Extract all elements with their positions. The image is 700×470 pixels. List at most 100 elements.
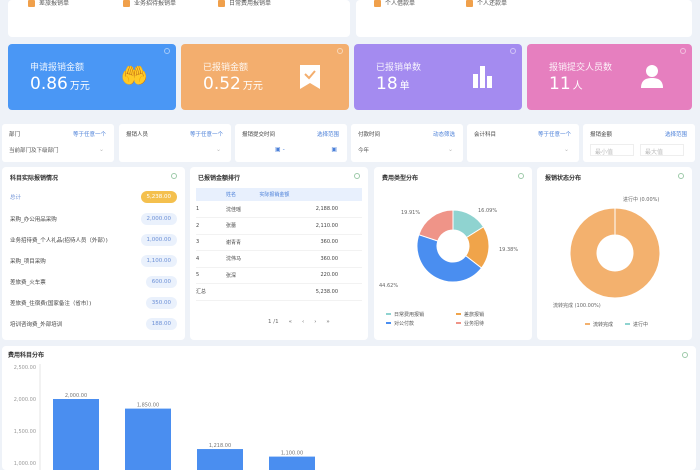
filter-operator[interactable]: 选择范围 xyxy=(316,132,339,138)
settings-icon[interactable] xyxy=(171,173,177,179)
ranking-table: 姓名 实际报销金额 1 沈佳瑶 2,188.00 2 张蕾 2,110.00 3 谢青青 360.… xyxy=(196,188,362,301)
ranking-panel: 已报销金额排行 姓名 实际报销金额 1 沈佳瑶 2,188.00 2 张蕾 2,110.00… xyxy=(190,167,368,340)
subject-value: 1,100.00 xyxy=(140,254,177,267)
prev-page-icon[interactable]: ‹ xyxy=(301,319,305,325)
subject-name: 采购_办公用品采购 xyxy=(10,216,57,223)
stat-label: 已报销单数 xyxy=(376,63,422,73)
subject-name: 采购_项目采购 xyxy=(10,258,46,265)
filter-operator[interactable]: 选择范围 xyxy=(664,132,687,138)
quick-link[interactable]: 业务招待报销单 xyxy=(123,0,176,7)
bar-value-label: 1,850.00 xyxy=(137,403,159,409)
filter-label: 报销金额 xyxy=(590,132,613,138)
report-icon xyxy=(374,0,381,7)
settings-icon[interactable] xyxy=(337,48,343,54)
settings-icon[interactable] xyxy=(354,173,360,179)
expense-type-panel: 费用类型分布 16.09% 日常费用报销 19.38% 差旅报销 44.62% 对公付款 1… xyxy=(374,167,532,340)
panel-title: 科目实际报销情况 xyxy=(10,175,59,182)
filter-amount[interactable]: 报销金额 选择范围最小值 最大值 xyxy=(583,124,695,162)
settings-icon[interactable] xyxy=(164,48,170,54)
settings-icon[interactable] xyxy=(678,173,684,179)
stat-value: 18 单 xyxy=(376,74,410,94)
legend-swatch xyxy=(386,313,391,315)
report-icon xyxy=(466,0,473,7)
donut-slice[interactable] xyxy=(416,234,483,283)
chevron-down-icon: ⌄ xyxy=(98,146,104,153)
stat-value: 0.52 万元 xyxy=(203,74,263,94)
subject-row: 采购_项目采购 1,100.00 xyxy=(10,252,177,269)
legend-label[interactable]: 进行中 xyxy=(633,321,648,328)
calendar-icon[interactable]: ▣ xyxy=(331,146,337,153)
total-value: 5,238.00 xyxy=(140,190,177,203)
quick-link[interactable]: 日常费用报销单 xyxy=(218,0,271,7)
filter-label: 部门 xyxy=(9,132,21,138)
stat-value: 11 人 xyxy=(549,74,583,94)
subject-value: 1,000.00 xyxy=(140,233,177,246)
filter-value[interactable]: 今年 xyxy=(358,148,370,154)
filter-label: 报销提交时间 xyxy=(242,132,276,138)
stat-card-reimbursed-amount: 已报销金额 0.52 万元 xyxy=(181,44,349,110)
min-amount-input[interactable]: 最小值 xyxy=(590,144,634,156)
y-tick-label: 1,500.00 xyxy=(14,429,36,435)
subject-value: 188.00 xyxy=(145,317,177,330)
donut-slice[interactable] xyxy=(418,209,454,242)
filter-operator[interactable]: 动态筛选 xyxy=(432,132,455,138)
report-icon xyxy=(28,0,35,7)
settings-icon[interactable] xyxy=(680,48,686,54)
filter-reimburser[interactable]: 报销人员 等于任意一个 ⌄ xyxy=(119,124,231,162)
filter-operator[interactable]: 等于任意一个 xyxy=(537,132,571,138)
filter-account[interactable]: 会计科目 等于任意一个 ⌄ xyxy=(467,124,579,162)
table-row: 4 沈伟马 360.00 xyxy=(196,250,362,268)
subject-row: 培训咨询费_外部培训 188.00 xyxy=(10,315,177,332)
subject-name: 业务招待费_个人礼品(招待人员（外部）) xyxy=(10,237,108,244)
settings-icon[interactable] xyxy=(518,173,524,179)
quick-links-left: 差旅报销单 业务招待报销单 日常费用报销单 xyxy=(8,0,350,37)
settings-icon[interactable] xyxy=(682,352,688,358)
calendar-icon[interactable]: ▣ - xyxy=(275,146,285,153)
max-amount-input[interactable]: 最大值 xyxy=(640,144,684,156)
legend-label[interactable]: 业务招待 xyxy=(464,320,484,327)
person-icon xyxy=(640,64,664,94)
last-page-icon[interactable]: » xyxy=(326,319,330,325)
subject-value: 2,000.00 xyxy=(140,212,177,225)
settings-icon[interactable] xyxy=(510,48,516,54)
bar-value-label: 1,100.00 xyxy=(281,451,303,457)
filter-label: 付款时间 xyxy=(358,132,381,138)
legend-label[interactable]: 流转完成 xyxy=(593,321,613,328)
chevron-down-icon: ⌄ xyxy=(563,146,569,153)
legend-label[interactable]: 差旅报销 xyxy=(464,311,484,318)
slice-label: 进行中 (0.00%) xyxy=(623,196,659,203)
legend-label[interactable]: 对公付款 xyxy=(394,320,414,327)
filter-label: 报销人员 xyxy=(126,132,149,138)
filter-department[interactable]: 部门 等于任意一个当前部门及下级部门 ⌄ xyxy=(2,124,114,162)
bar[interactable] xyxy=(197,449,243,470)
bar[interactable] xyxy=(125,408,171,470)
bar[interactable] xyxy=(269,456,315,470)
panel-title: 费用类型分布 xyxy=(382,175,419,182)
subject-row: 差旅费_火车票 600.00 xyxy=(10,273,177,290)
filter-operator[interactable]: 等于任意一个 xyxy=(189,132,223,138)
quick-link[interactable]: 个人还款单 xyxy=(466,0,507,7)
bar[interactable] xyxy=(53,399,99,470)
filter-submit-time[interactable]: 报销提交时间 选择范围 ▣ - ▣ xyxy=(235,124,347,162)
legend-swatch xyxy=(585,323,590,325)
check-bookmark-icon xyxy=(299,64,321,96)
next-page-icon[interactable]: › xyxy=(314,319,317,325)
bar-chart-icon xyxy=(472,64,494,94)
donut-slice[interactable] xyxy=(569,207,661,299)
stat-value: 0.86 万元 xyxy=(30,74,90,94)
expense-type-donut: 16.09% 日常费用报销 19.38% 差旅报销 44.62% 对公付款 19.91% 业务… xyxy=(379,208,518,327)
current-page: 1 xyxy=(268,319,272,325)
quick-link[interactable]: 个人借款单 xyxy=(374,0,415,7)
chevron-down-icon: ⌄ xyxy=(215,146,221,153)
quick-link[interactable]: 差旅报销单 xyxy=(28,0,69,7)
filter-operator[interactable]: 等于任意一个 xyxy=(72,132,106,138)
first-page-icon[interactable]: « xyxy=(288,319,292,325)
filter-payment-time[interactable]: 付款时间 动态筛选 今年 ⌄ xyxy=(351,124,463,162)
slice-label: 44.62% xyxy=(379,283,398,289)
subject-name: 差旅费_住宿费(国家备注（省市）) xyxy=(10,300,92,307)
status-donut: 流转完成 (100.00%) 流转完成 进行中 (0.00%) 进行中 xyxy=(553,196,661,328)
legend-label[interactable]: 日常费用报销 xyxy=(394,311,424,318)
table-row: 5 张深 220.00 xyxy=(196,267,362,284)
filter-value[interactable]: 当前部门及下级部门 xyxy=(9,148,59,154)
slice-label: 16.09% xyxy=(478,208,497,214)
